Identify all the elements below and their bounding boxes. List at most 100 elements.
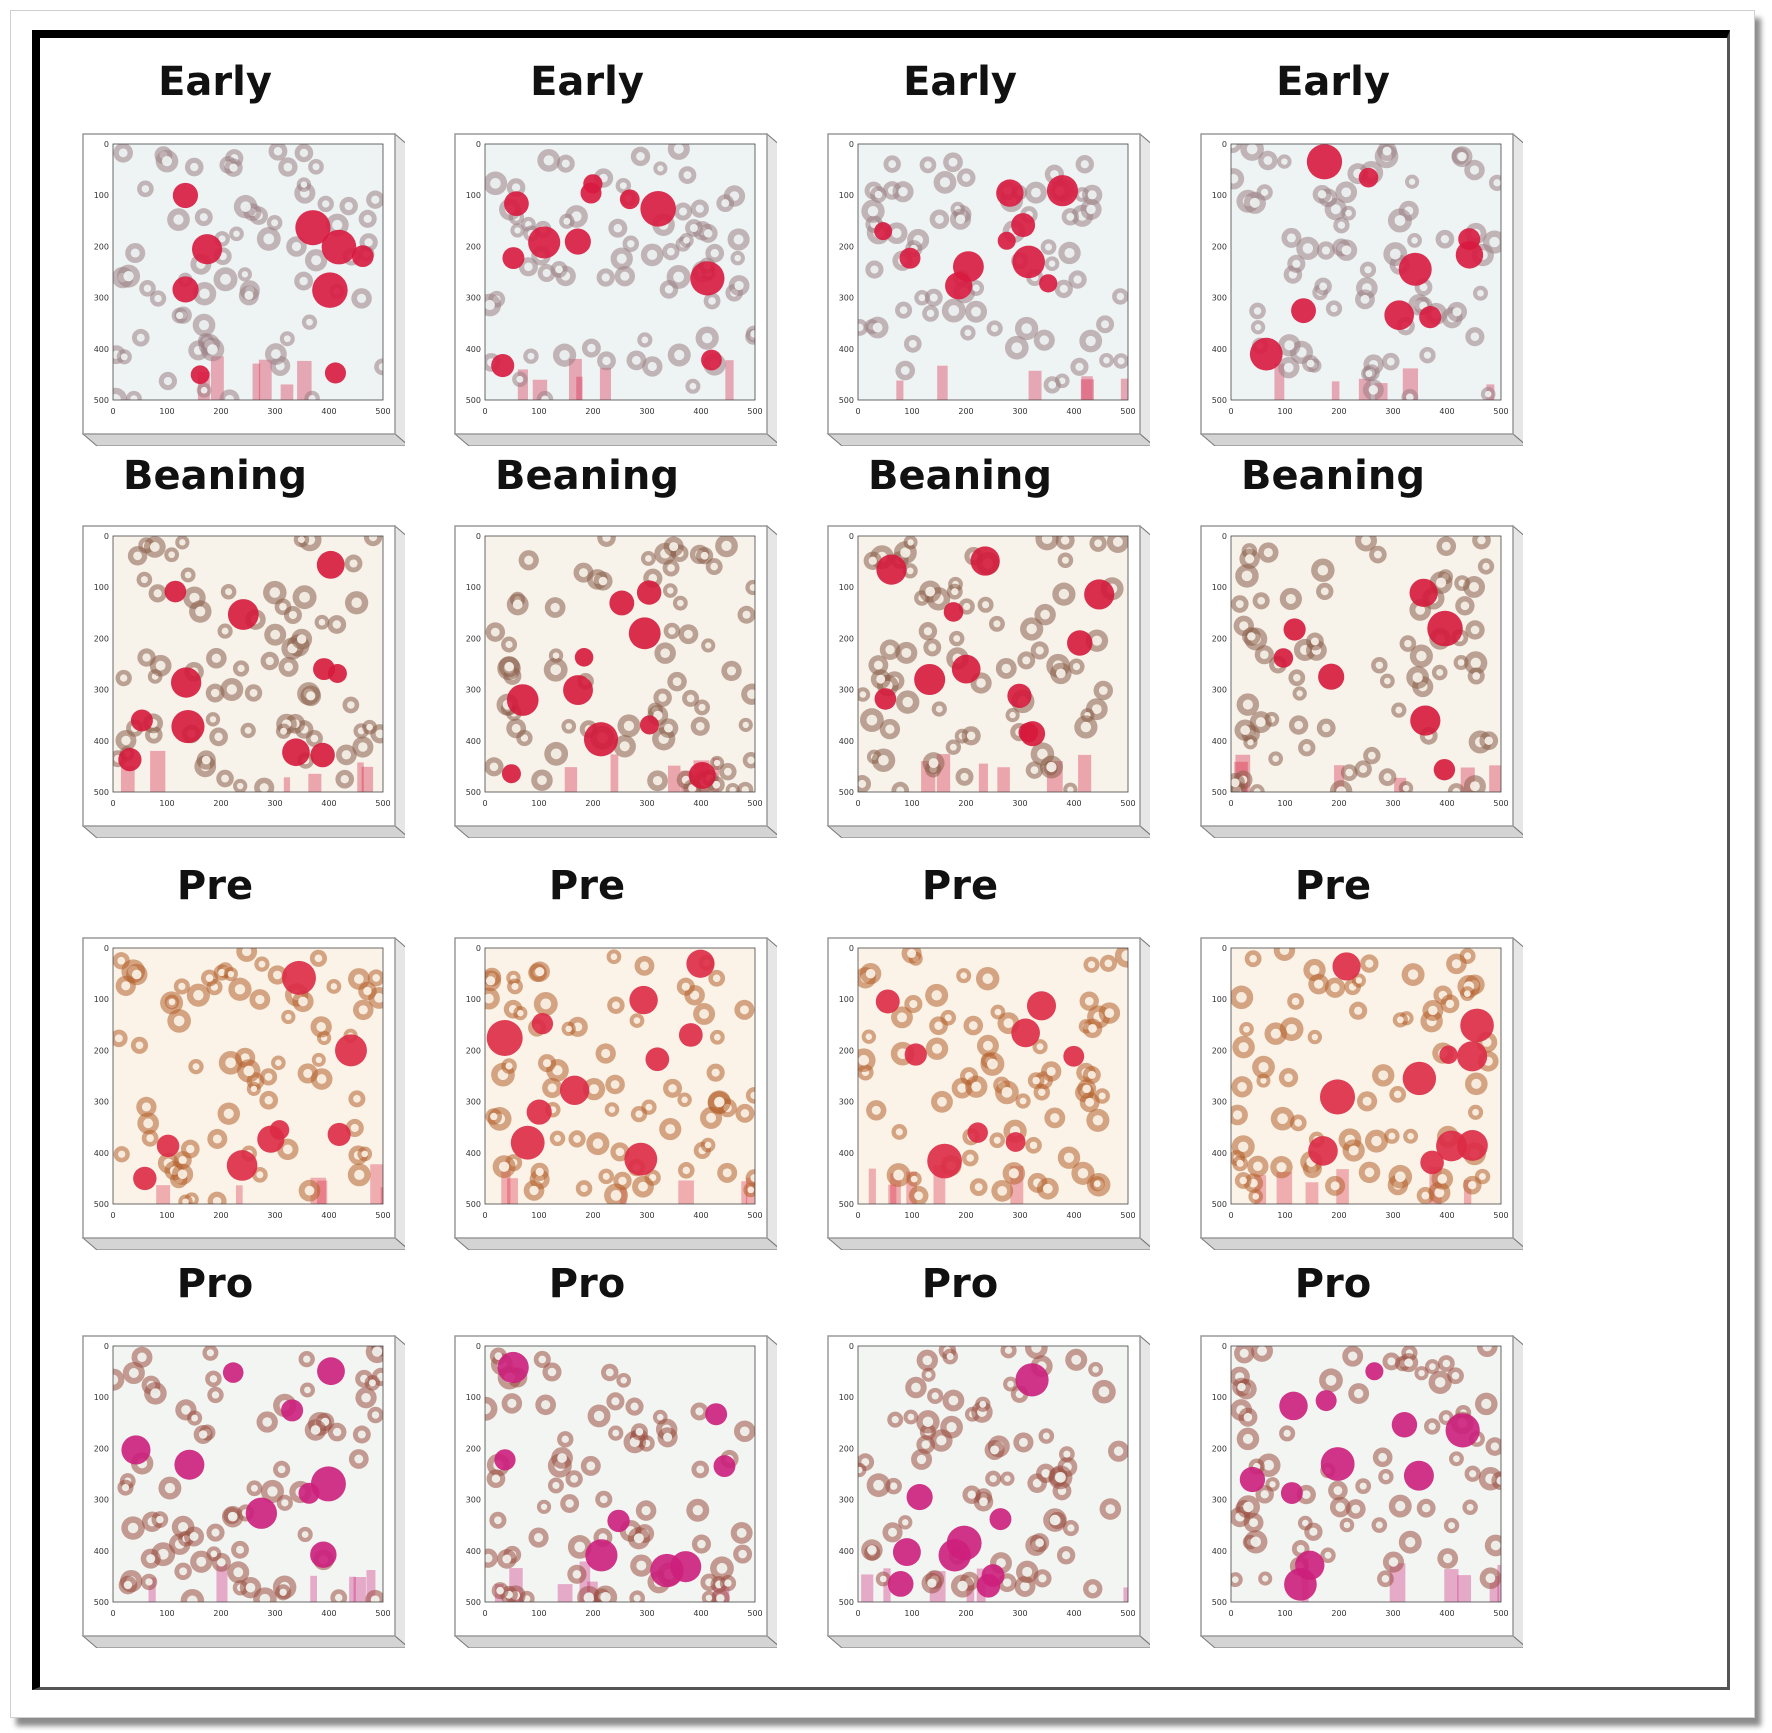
x-tick-label: 200: [585, 1211, 600, 1220]
y-tick-label: 200: [839, 1046, 854, 1055]
x-tick-label: 400: [321, 1609, 336, 1618]
y-tick-label: 300: [839, 294, 854, 303]
y-tick-label: 0: [476, 1342, 481, 1351]
micrograph-panel-0-0: 0 100 200 300 400 500 0 100 200 300 400 500: [75, 128, 405, 446]
y-tick-label: 300: [839, 686, 854, 695]
y-tick-label: 0: [849, 1342, 854, 1351]
y-tick-label: 100: [94, 191, 109, 200]
x-tick-label: 300: [639, 799, 654, 808]
x-tick-label: 400: [1066, 1609, 1081, 1618]
x-tick-label: 300: [1385, 1609, 1400, 1618]
y-tick-label: 100: [466, 191, 481, 200]
y-tick-label: 500: [1212, 788, 1227, 797]
y-tick-label: 0: [476, 532, 481, 541]
panel-label-1-3: Beaning: [1241, 453, 1425, 499]
y-tick-label: 200: [94, 1444, 109, 1453]
micrograph-panel-3-2: 0 100 200 300 400 500 0 100 200 300 400 500: [820, 1330, 1150, 1648]
y-tick-label: 400: [1212, 737, 1227, 746]
x-tick-label: 0: [855, 799, 860, 808]
x-tick-label: 200: [1331, 1609, 1346, 1618]
y-tick-label: 300: [1212, 686, 1227, 695]
y-tick-label: 500: [466, 396, 481, 405]
y-tick-label: 0: [476, 944, 481, 953]
y-tick-label: 200: [94, 242, 109, 251]
y-tick-label: 400: [1212, 1149, 1227, 1158]
y-tick-label: 0: [104, 532, 109, 541]
x-tick-label: 0: [110, 1211, 115, 1220]
panel-label-3-1: Pro: [548, 1261, 626, 1307]
y-tick-label: 500: [466, 1598, 481, 1607]
y-tick-label: 200: [1212, 1046, 1227, 1055]
x-tick-label: 500: [375, 407, 390, 416]
panel-label-1-1: Beaning: [495, 453, 679, 499]
micrograph-panel-2-2: 0 100 200 300 400 500 0 100 200 300 400 500: [820, 932, 1150, 1250]
x-tick-label: 100: [531, 1211, 546, 1220]
panel-label-1-2: Beaning: [868, 453, 1052, 499]
panel-label-0-2: Early: [903, 59, 1017, 105]
x-tick-label: 0: [110, 799, 115, 808]
micrograph-panel-2-3: 0 100 200 300 400 500 0 100 200 300 400 500: [1193, 932, 1523, 1250]
panel-label-3-3: Pro: [1294, 1261, 1372, 1307]
x-tick-label: 100: [904, 407, 919, 416]
y-tick-label: 100: [94, 1393, 109, 1402]
y-tick-label: 100: [466, 583, 481, 592]
y-tick-label: 200: [839, 242, 854, 251]
y-tick-label: 300: [839, 1098, 854, 1107]
panel-label-0-1: Early: [530, 59, 644, 105]
x-tick-label: 100: [904, 799, 919, 808]
panel-label-3-2: Pro: [921, 1261, 999, 1307]
y-tick-label: 0: [1222, 944, 1227, 953]
y-tick-label: 200: [1212, 1444, 1227, 1453]
x-tick-label: 300: [1385, 407, 1400, 416]
y-tick-label: 300: [94, 1496, 109, 1505]
micrograph-panel-0-3: 0 100 200 300 400 500 0 100 200 300 400 500: [1193, 128, 1523, 446]
x-tick-label: 0: [110, 1609, 115, 1618]
y-tick-label: 100: [839, 1393, 854, 1402]
y-tick-label: 200: [466, 1444, 481, 1453]
y-tick-label: 400: [94, 1149, 109, 1158]
x-tick-label: 300: [267, 407, 282, 416]
panel-label-3-0: Pro: [176, 1261, 254, 1307]
x-tick-label: 300: [267, 1609, 282, 1618]
x-tick-label: 500: [1120, 1609, 1135, 1618]
x-tick-label: 100: [159, 799, 174, 808]
y-tick-label: 500: [466, 788, 481, 797]
x-tick-label: 200: [585, 1609, 600, 1618]
x-tick-label: 0: [1228, 407, 1233, 416]
y-tick-label: 0: [849, 140, 854, 149]
y-tick-label: 100: [94, 583, 109, 592]
x-tick-label: 100: [159, 407, 174, 416]
y-tick-label: 500: [1212, 1598, 1227, 1607]
x-tick-label: 0: [1228, 1609, 1233, 1618]
y-tick-label: 400: [1212, 345, 1227, 354]
y-tick-label: 300: [94, 1098, 109, 1107]
x-tick-label: 0: [855, 1211, 860, 1220]
y-tick-label: 400: [94, 737, 109, 746]
x-tick-label: 500: [747, 1609, 762, 1618]
x-tick-label: 400: [321, 407, 336, 416]
y-tick-label: 500: [839, 396, 854, 405]
panel-label-2-0: Pre: [176, 863, 254, 909]
y-tick-label: 100: [839, 191, 854, 200]
y-tick-label: 300: [94, 294, 109, 303]
y-tick-label: 100: [466, 1393, 481, 1402]
x-tick-label: 0: [1228, 1211, 1233, 1220]
x-tick-label: 100: [1277, 407, 1292, 416]
y-tick-label: 300: [466, 1496, 481, 1505]
y-tick-label: 100: [1212, 583, 1227, 592]
x-tick-label: 100: [159, 1609, 174, 1618]
panel-label-1-0: Beaning: [123, 453, 307, 499]
x-tick-label: 300: [639, 407, 654, 416]
micrograph-panel-2-1: 0 100 200 300 400 500 0 100 200 300 400 500: [447, 932, 777, 1250]
micrograph-panel-1-3: 0 100 200 300 400 500 0 100 200 300 400 500: [1193, 520, 1523, 838]
y-tick-label: 0: [104, 1342, 109, 1351]
